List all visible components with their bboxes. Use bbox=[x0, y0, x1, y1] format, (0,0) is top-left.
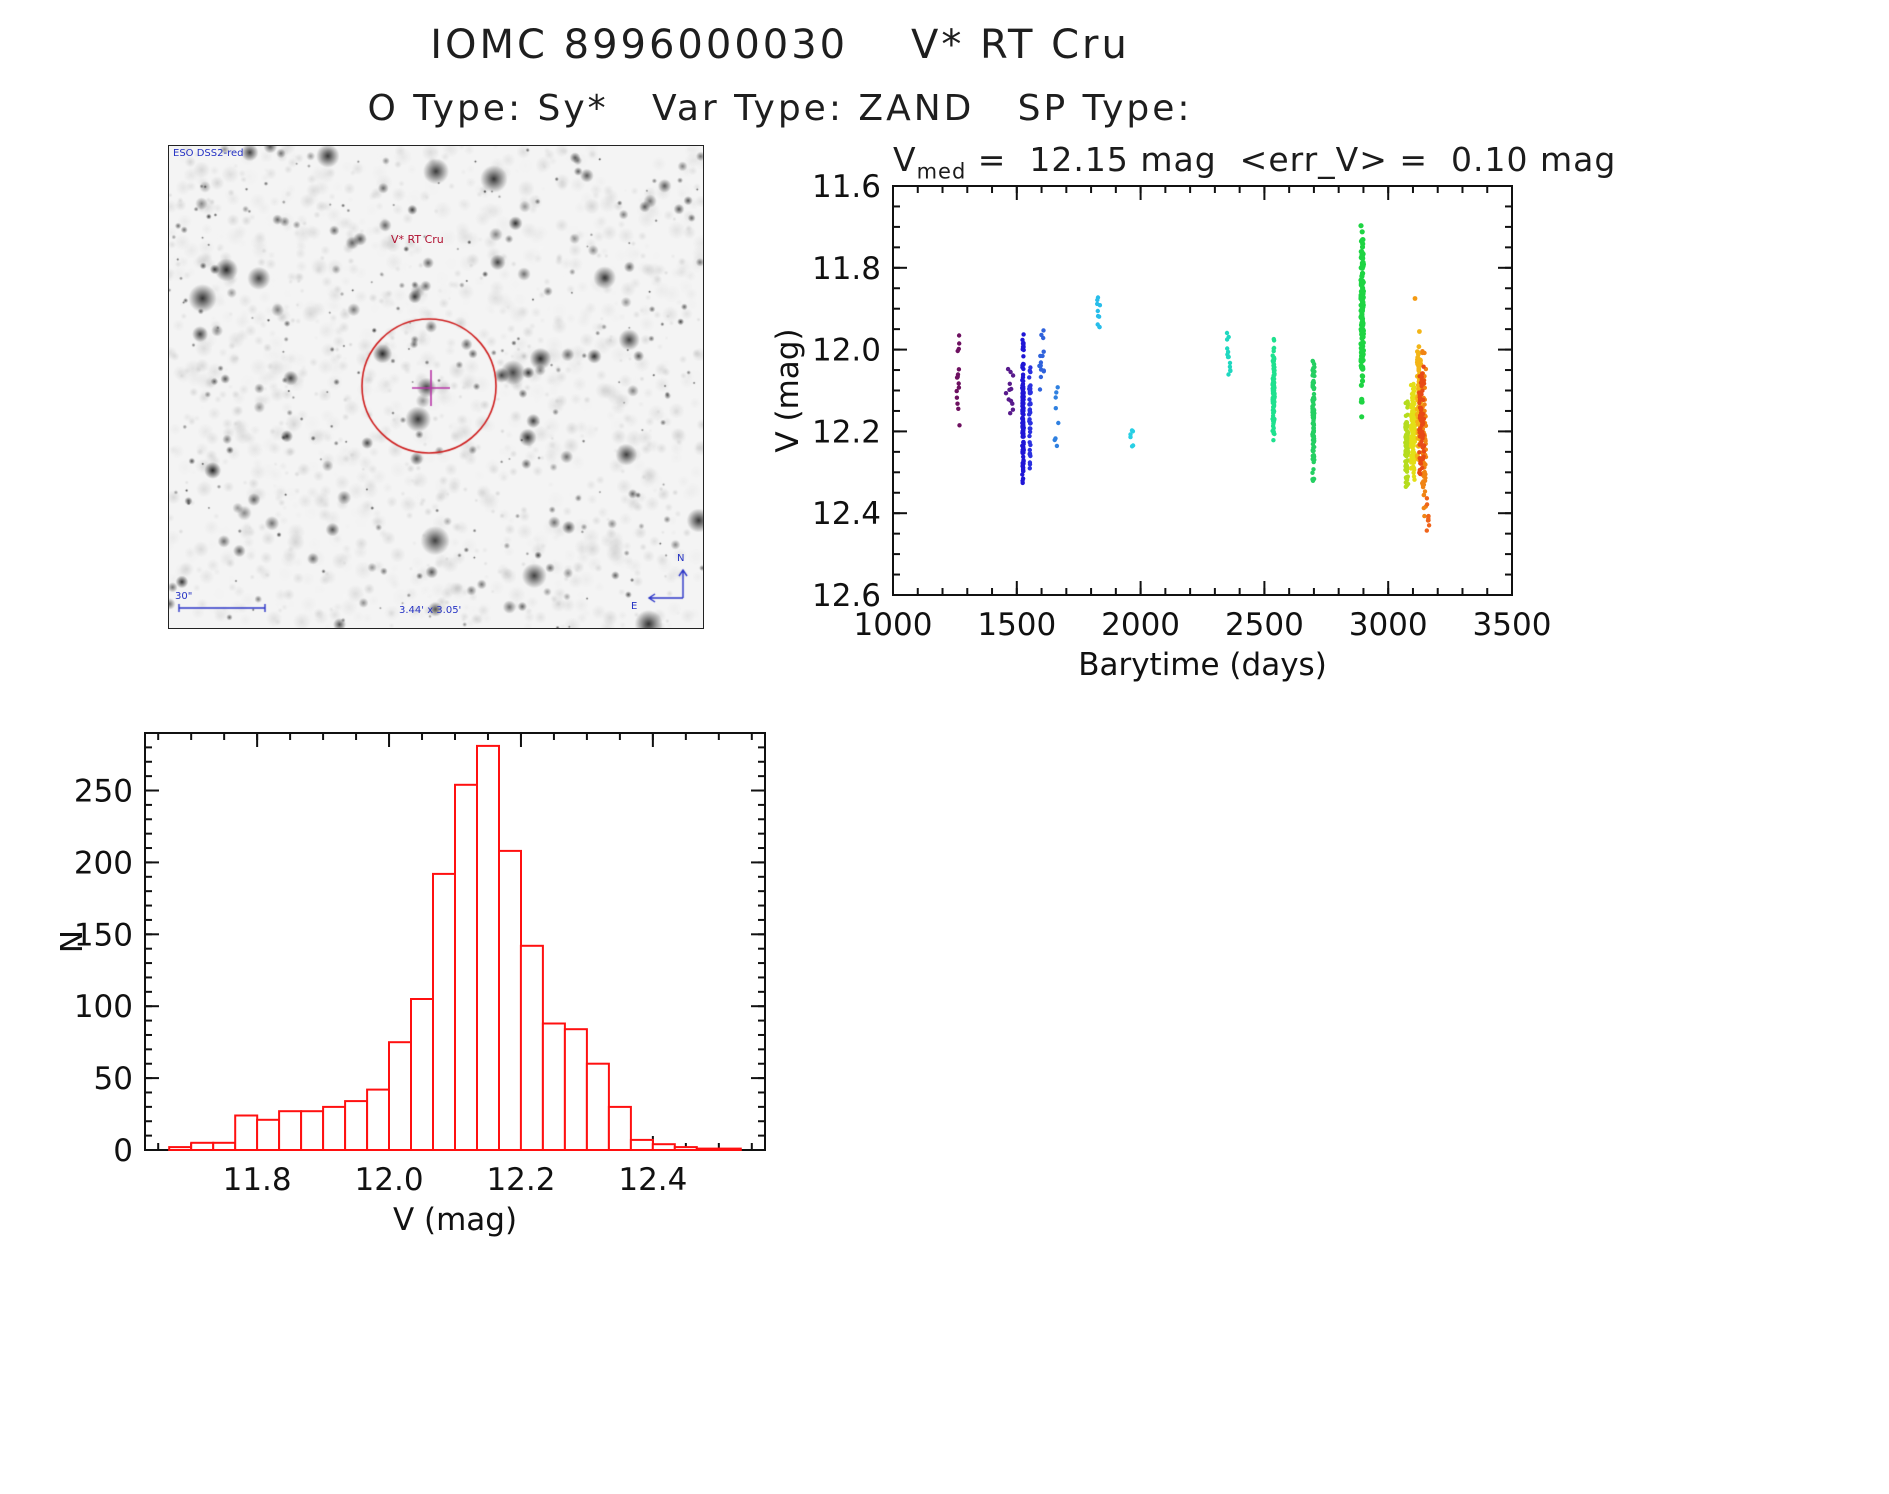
lightcurve-tick-labels: 1000 1500 2000 2500 3000 3500 11.6 11.8 12.0 12.2… bbox=[812, 169, 1551, 643]
finder-chart-panel: ESO DSS2-red V* RT Cru 30" 3.44' x 3.05'… bbox=[168, 145, 704, 629]
svg-text:3000: 3000 bbox=[1349, 607, 1428, 643]
svg-text:12.2: 12.2 bbox=[812, 414, 881, 450]
svg-text:50: 50 bbox=[94, 1061, 133, 1097]
histogram-plot: 11.8 12.0 12.2 12.4 0 50 100 150 200 250 V (mag) N bbox=[54, 732, 766, 1238]
svg-text:11.8: 11.8 bbox=[812, 251, 881, 287]
histogram-xlabel: V (mag) bbox=[393, 1202, 517, 1238]
svg-text:12.4: 12.4 bbox=[618, 1162, 687, 1198]
svg-text:2000: 2000 bbox=[1101, 607, 1180, 643]
svg-text:100: 100 bbox=[74, 989, 133, 1025]
scale-label: 30" bbox=[175, 591, 193, 602]
svg-text:12.0: 12.0 bbox=[355, 1162, 424, 1198]
vmed-symbol: V bbox=[893, 140, 917, 179]
svg-text:1000: 1000 bbox=[854, 607, 933, 643]
svg-text:11.8: 11.8 bbox=[223, 1162, 292, 1198]
svg-text:150: 150 bbox=[74, 917, 133, 953]
svg-text:200: 200 bbox=[74, 845, 133, 881]
lightcurve-title: Vmed = 12.15 mag <err_V> = 0.10 mag bbox=[893, 140, 1615, 184]
svg-text:12.0: 12.0 bbox=[812, 333, 881, 369]
svg-text:1500: 1500 bbox=[977, 607, 1056, 643]
svg-text:2500: 2500 bbox=[1225, 607, 1304, 643]
svg-text:12.4: 12.4 bbox=[812, 496, 881, 532]
compass-east-label: E bbox=[631, 601, 638, 612]
svg-text:12.6: 12.6 bbox=[812, 578, 881, 614]
lightcurve-panel: Vmed = 12.15 mag <err_V> = 0.10 mag 1000… bbox=[770, 140, 1615, 705]
image-size-label: 3.44' x 3.05' bbox=[399, 605, 462, 616]
vmed-value-text: = 12.15 mag <err_V> = 0.10 mag bbox=[966, 140, 1617, 179]
svg-text:250: 250 bbox=[74, 774, 133, 810]
histogram-bars bbox=[168, 744, 742, 1152]
compass-north-label: N bbox=[677, 553, 685, 564]
lightcurve-xlabel: Barytime (days) bbox=[1078, 647, 1327, 683]
lightcurve-data-points bbox=[954, 223, 1432, 533]
svg-text:11.6: 11.6 bbox=[812, 169, 881, 205]
lightcurve-plot: 1000 1500 2000 2500 3000 3500 11.6 11.8 12.0 12.2… bbox=[770, 169, 1551, 683]
histogram-tick-labels: 11.8 12.0 12.2 12.4 0 50 100 150 200 250 bbox=[74, 774, 688, 1198]
page-subtitle: O Type: Sy* Var Type: ZAND SP Type: bbox=[367, 88, 1193, 129]
histogram-panel: 11.8 12.0 12.2 12.4 0 50 100 150 200 250 V (mag) N bbox=[54, 700, 820, 1275]
lightcurve-axes bbox=[892, 185, 1513, 596]
target-label: V* RT Cru bbox=[391, 233, 444, 246]
starfield-image bbox=[169, 146, 703, 628]
lightcurve-ylabel: V (mag) bbox=[770, 328, 806, 452]
survey-label: ESO DSS2-red bbox=[173, 148, 244, 159]
vmed-subscript: med bbox=[916, 159, 967, 184]
svg-text:3500: 3500 bbox=[1473, 607, 1552, 643]
histogram-ylabel: N bbox=[60, 930, 90, 953]
svg-text:0: 0 bbox=[113, 1133, 133, 1169]
svg-text:12.2: 12.2 bbox=[486, 1162, 555, 1198]
page-title: IOMC 8996000030 V* RT Cru bbox=[430, 22, 1130, 68]
